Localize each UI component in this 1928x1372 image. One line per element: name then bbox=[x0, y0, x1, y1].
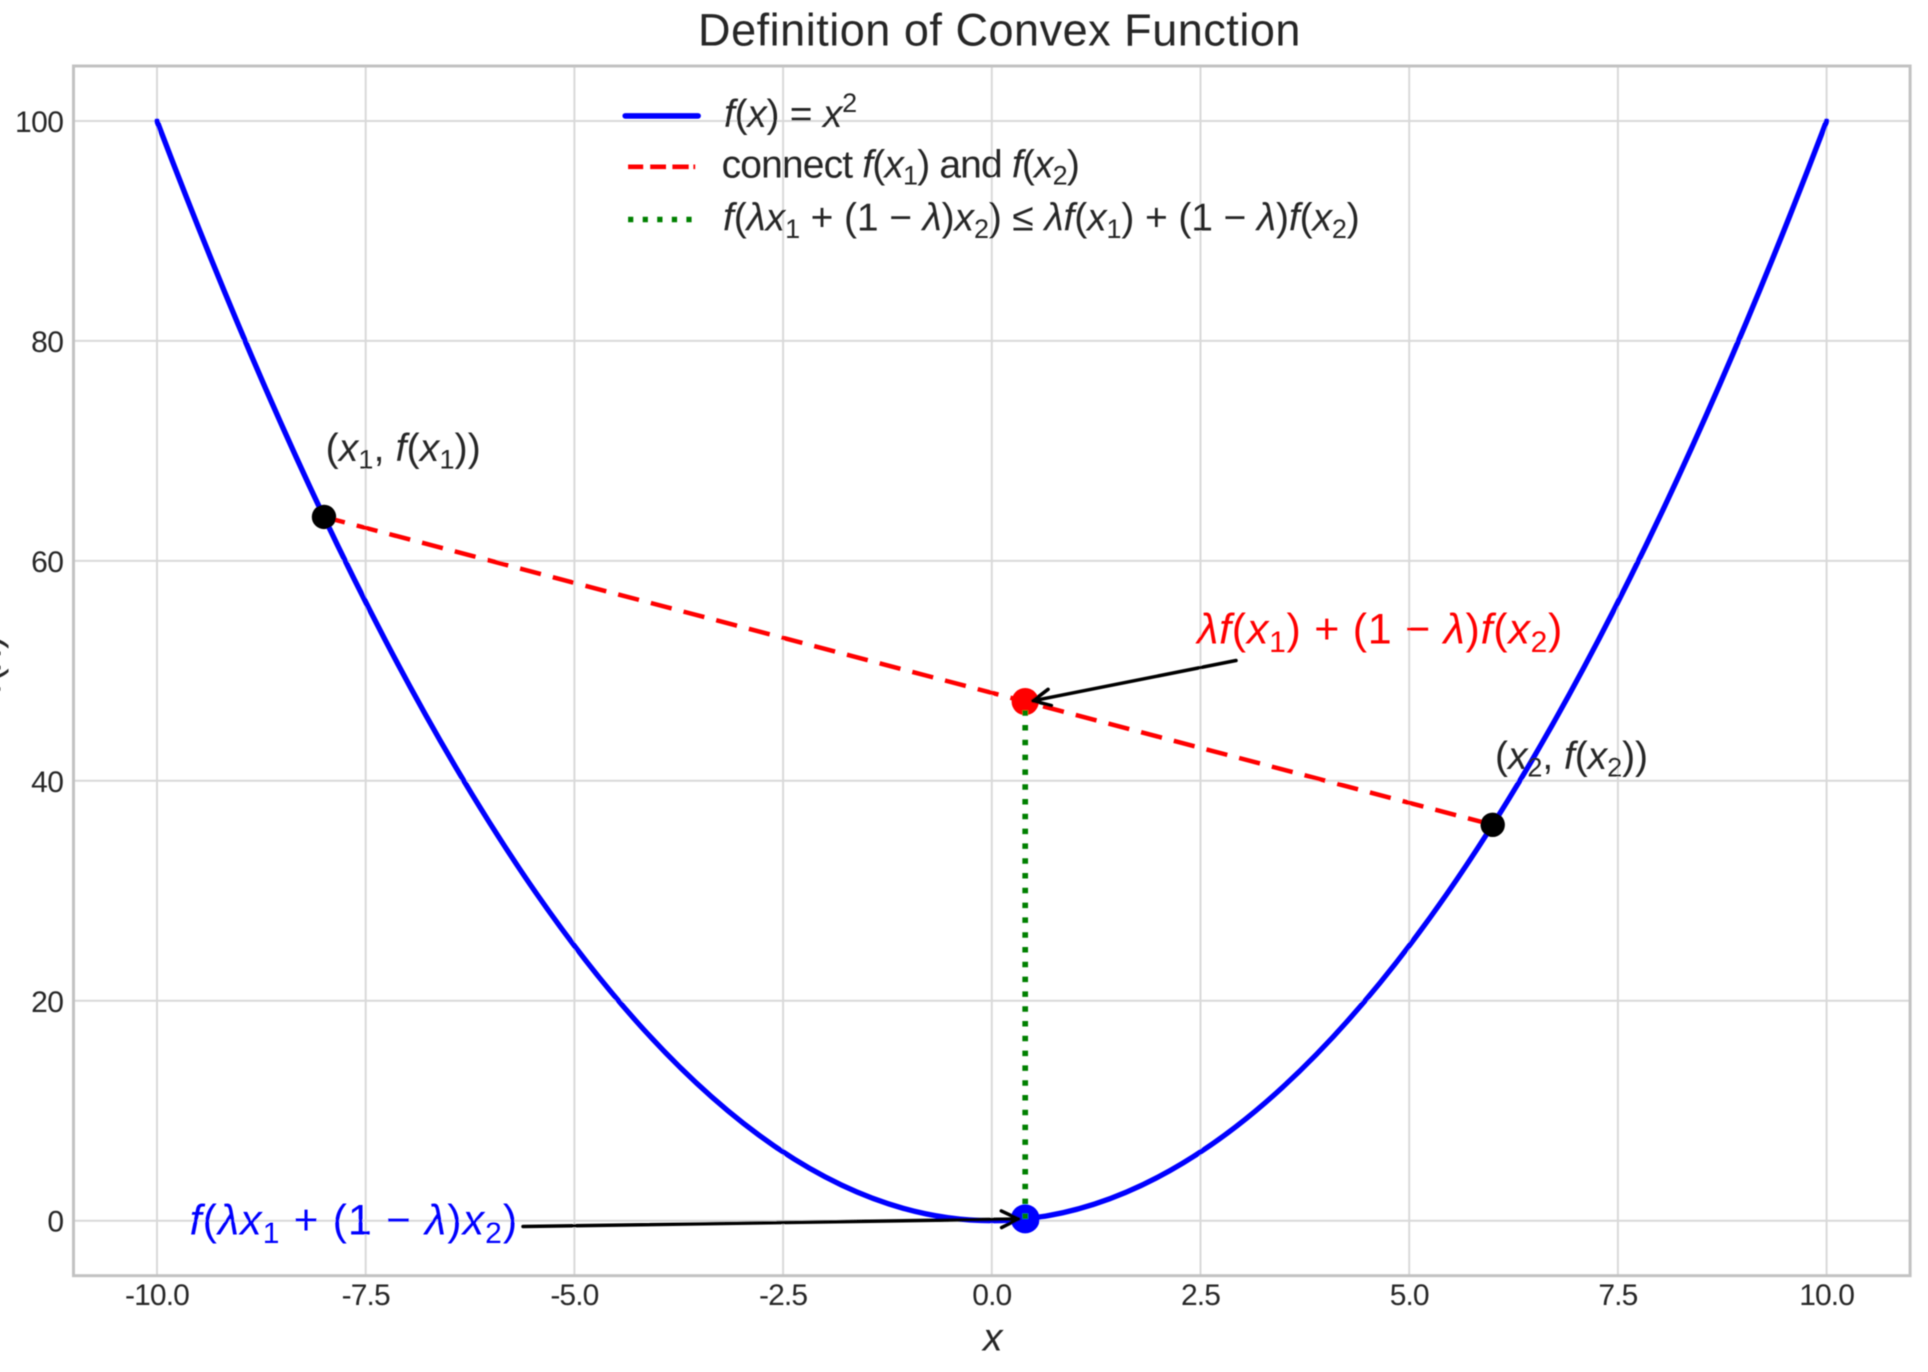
svg-text:5.0: 5.0 bbox=[1390, 1279, 1429, 1312]
svg-text:x: x bbox=[981, 1317, 1004, 1360]
svg-text:-10.0: -10.0 bbox=[125, 1279, 189, 1312]
svg-text:f(λx1​ + (1 − λ)x2​) ≤ λf(x1​): f(λx1​ + (1 − λ)x2​) ≤ λf(x1​) + (1 − λ)… bbox=[723, 197, 1360, 244]
svg-text:-7.5: -7.5 bbox=[342, 1279, 390, 1312]
svg-text:10.0: 10.0 bbox=[1799, 1279, 1854, 1312]
svg-text:2.5: 2.5 bbox=[1181, 1279, 1220, 1312]
svg-text:f(x) = x2​: f(x) = x2​ bbox=[724, 88, 857, 136]
svg-text:λf(x1​) + (1 − λ)f(x2​): λf(x1​) + (1 − λ)f(x2​) bbox=[1195, 606, 1563, 659]
svg-text:60: 60 bbox=[31, 546, 63, 579]
svg-text:connect f(x1​) and f(x2​): connect f(x1​) and f(x2​) bbox=[722, 143, 1079, 190]
svg-text:20: 20 bbox=[31, 986, 63, 1019]
svg-text:f(λx1​ + (1 − λ)x2​): f(λx1​ + (1 − λ)x2​) bbox=[190, 1197, 519, 1250]
svg-text:80: 80 bbox=[31, 326, 63, 359]
svg-text:(x2​, f(x2​)): (x2​, f(x2​)) bbox=[1495, 735, 1648, 782]
svg-text:(x1​, f(x1​)): (x1​, f(x1​)) bbox=[326, 427, 481, 474]
svg-text:-5.0: -5.0 bbox=[550, 1279, 598, 1312]
svg-text:100: 100 bbox=[15, 106, 64, 139]
svg-text:0.0: 0.0 bbox=[972, 1279, 1011, 1312]
svg-text:f(x): f(x) bbox=[0, 636, 10, 692]
svg-text:-2.5: -2.5 bbox=[759, 1279, 807, 1312]
svg-text:40: 40 bbox=[31, 766, 63, 799]
svg-text:Definition of Convex Function: Definition of Convex Function bbox=[698, 5, 1301, 56]
svg-text:7.5: 7.5 bbox=[1598, 1279, 1637, 1312]
svg-text:0: 0 bbox=[47, 1206, 63, 1239]
